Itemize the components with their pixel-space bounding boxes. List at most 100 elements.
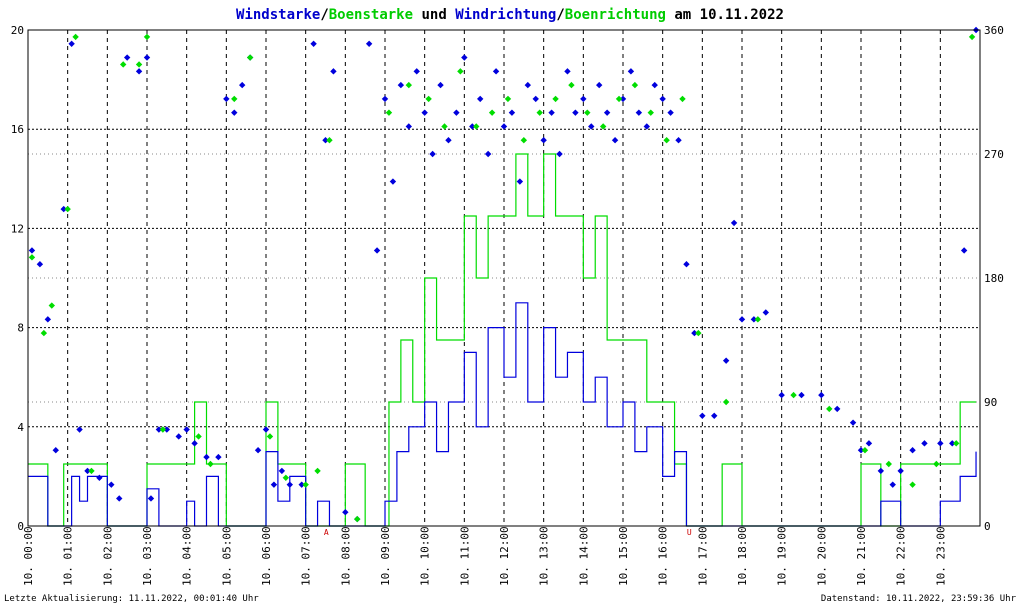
x-tick-label: 10. 23:00 [934,526,947,586]
x-tick-label: 10. 11:00 [458,526,471,586]
data-point-windrichtung [389,178,397,185]
title-part-4: Windrichtung [455,7,556,23]
data-point-windrichtung [865,440,873,447]
data-point-boenrichtung [968,33,976,41]
grid [28,30,980,526]
y-tick-right: 180 [984,272,1004,285]
data-point-windrichtung [413,68,420,75]
data-point-windrichtung [659,95,666,103]
data-point-windrichtung [116,495,123,502]
event-marker: U [687,528,692,537]
data-point-boenrichtung [861,447,869,454]
data-point-windrichtung [461,54,468,61]
data-point-windrichtung [286,481,293,488]
x-tick-label: 10. 14:00 [577,526,590,586]
data-point-windrichtung [508,109,516,116]
plot-frame [27,29,981,527]
series-line-windstarke [28,302,977,527]
data-point-windrichtung [516,178,524,185]
x-tick-label: 10. 06:00 [260,526,273,586]
data-point-windrichtung [635,109,643,116]
data-point-windrichtung [44,316,52,323]
event-marker: A [324,528,329,537]
data-point-windrichtung [580,95,587,103]
data-point-windrichtung [738,316,746,323]
x-tick-label: 10. 04:00 [181,526,194,586]
data-point-windrichtung [231,109,238,116]
chart-title: Windstarke/Boenstarke und Windrichtung/B… [236,7,784,23]
x-tick-label: 10. 10:00 [419,526,432,586]
data-point-windrichtung [683,261,690,268]
title-part-7: am 10.11.2022 [666,7,784,23]
data-point-boenrichtung [88,467,95,475]
data-point-boenrichtung [326,137,333,144]
data-point-boenrichtung [314,467,321,475]
data-point-boenrichtung [568,81,575,89]
data-point-windrichtung [818,391,825,399]
data-point-windrichtung [262,426,270,433]
title-part-3: und [413,7,455,23]
data-point-boenrichtung [72,33,79,41]
x-tick-label: 10. 21:00 [855,526,868,586]
x-tick-label: 10. 07:00 [300,526,313,586]
data-point-windrichtung [310,40,317,47]
title-part-1: / [320,7,328,23]
data-point-windrichtung [60,205,67,213]
title-part-6: Boenrichtung [565,7,666,23]
data-point-windrichtung [627,68,635,75]
data-point-boenrichtung [48,302,55,309]
x-tick-label: 10. 02:00 [101,526,114,586]
data-point-windrichtung [163,426,171,433]
data-point-windrichtung [611,137,619,144]
y-tick-right: 360 [984,24,1004,37]
y-tick-left: 16 [11,123,24,136]
x-tick-label: 10. 01:00 [62,526,75,586]
data-point-windrichtung [84,467,91,475]
data-point-windrichtung [667,109,674,116]
data-point-windrichtung [556,150,563,158]
data-point-boenrichtung [885,460,892,468]
data-point-windrichtung [76,426,83,433]
series-line-boenstarke [28,153,977,527]
data-point-boenrichtung [584,109,591,116]
data-point-boenrichtung [488,109,496,116]
data-point-windrichtung [960,247,968,254]
data-point-windrichtung [28,247,36,254]
x-tick-label: 10. 16:00 [657,526,670,586]
title-part-5: / [556,7,564,23]
data-point-windrichtung [469,123,476,130]
data-point-windrichtung [889,481,896,488]
y-tick-right: 270 [984,148,1004,161]
data-point-windrichtung [155,426,163,433]
data-point-windrichtung [278,467,286,475]
data-point-windrichtung [373,247,381,254]
x-tick-label: 10. 22:00 [895,526,908,586]
y-tick-left: 0 [17,520,24,533]
data-point-boenrichtung [599,123,607,130]
title-part-0: Windstarke [236,7,320,23]
y-tick-left: 12 [11,222,24,235]
data-point-boenrichtung [790,391,797,399]
data-point-windrichtung [175,433,182,440]
data-point-windrichtung [36,261,44,268]
data-point-windrichtung [750,316,758,323]
data-point-windrichtung [762,309,769,316]
data-point-boenrichtung [195,433,202,440]
data-point-boenrichtung [354,515,361,523]
data-point-boenrichtung [159,426,167,433]
data-point-windrichtung [270,481,278,488]
data-point-windrichtung [330,68,337,75]
data-point-windrichtung [798,391,805,399]
plot-border [27,29,981,527]
y-tick-left: 20 [11,24,24,37]
data-point-windrichtung [834,405,841,413]
x-tick-label: 10. 08:00 [339,526,352,586]
data-point-windrichtung [298,481,305,488]
data-point-windrichtung [254,447,262,454]
data-point-boenrichtung [246,54,254,61]
data-point-boenrichtung [231,95,238,103]
data-point-boenrichtung [663,137,670,144]
data-point-boenrichtung [615,95,623,103]
data-point-windrichtung [52,447,59,454]
